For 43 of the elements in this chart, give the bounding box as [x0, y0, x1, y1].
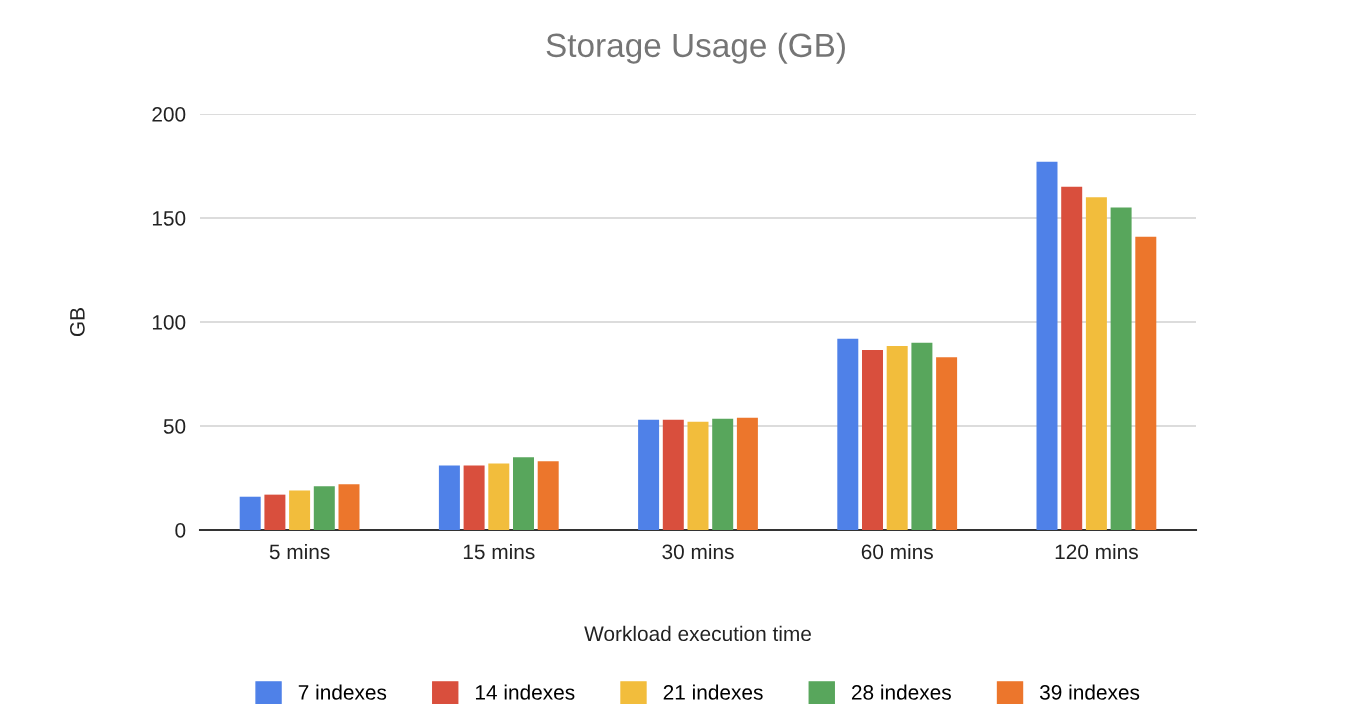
- bar: [1110, 207, 1132, 530]
- x-tick-label: 5 mins: [269, 543, 330, 560]
- bar: [837, 338, 859, 530]
- x-tick-label: 60 mins: [861, 543, 933, 560]
- bar: [488, 463, 510, 530]
- x-tick-label: 30 mins: [662, 543, 734, 560]
- bar: [313, 486, 335, 530]
- bar: [289, 490, 311, 530]
- bar: [1061, 186, 1083, 530]
- bar: [886, 345, 908, 530]
- bar: [1135, 236, 1157, 530]
- bar: [662, 419, 684, 530]
- bar: [264, 494, 286, 530]
- bar: [936, 357, 958, 530]
- bar: [736, 417, 758, 530]
- y-tick-label: 150: [152, 211, 186, 226]
- bar: [911, 342, 933, 530]
- bar: [1085, 197, 1107, 530]
- chart-title: Storage Usage (GB): [546, 32, 845, 64]
- legend-label: 21 indexes: [663, 684, 763, 700]
- x-tick-label: 120 mins: [1055, 543, 1138, 560]
- y-tick-label: 50: [163, 419, 186, 434]
- legend-label: 39 indexes: [1039, 684, 1140, 700]
- bar: [438, 465, 460, 530]
- y-tick-label: 200: [152, 107, 186, 122]
- bar: [638, 419, 660, 530]
- bar: [537, 461, 559, 530]
- legend-label: 7 indexes: [298, 684, 387, 700]
- x-axis-title: Workload execution time: [584, 625, 811, 642]
- legend-label: 14 indexes: [475, 684, 575, 700]
- y-tick-label: 0: [175, 523, 186, 538]
- bar: [463, 465, 485, 530]
- bar: [687, 421, 709, 530]
- x-tick-label: 15 mins: [463, 543, 535, 560]
- y-axis-title: GB: [69, 308, 85, 336]
- bar: [513, 457, 534, 530]
- y-tick-label: 100: [152, 315, 186, 330]
- bar: [338, 484, 360, 530]
- bar: [712, 418, 734, 530]
- legend-label: 28 indexes: [851, 684, 951, 700]
- bar: [1036, 161, 1058, 530]
- bar: [239, 496, 261, 530]
- bar: [862, 350, 883, 530]
